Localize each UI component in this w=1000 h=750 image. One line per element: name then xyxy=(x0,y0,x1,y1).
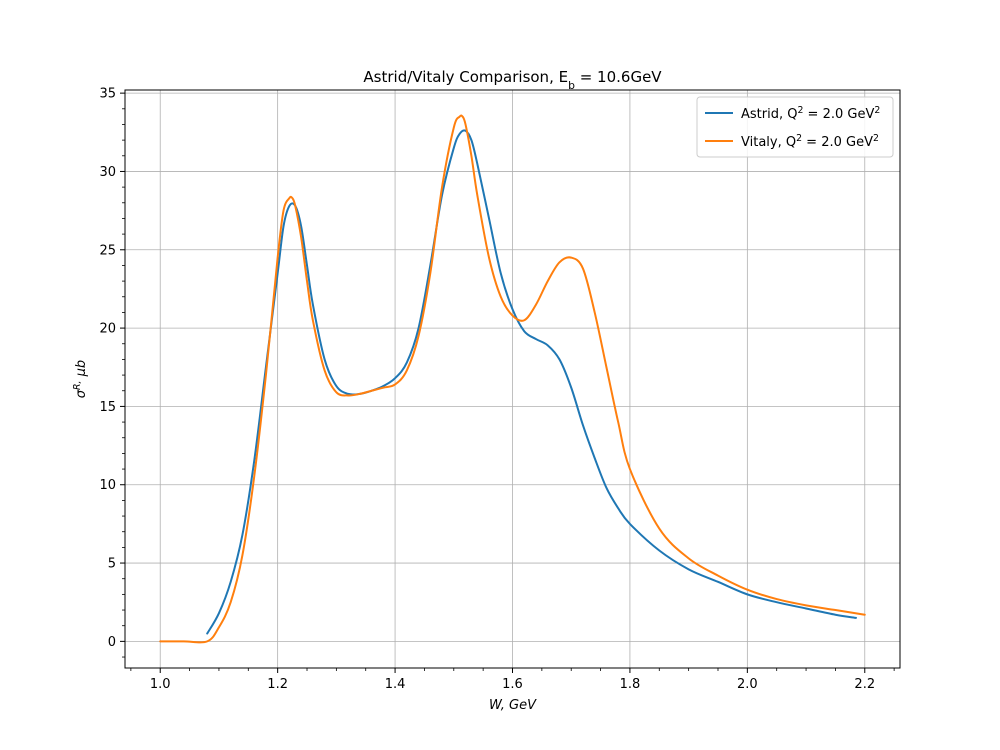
series-line-vitaly xyxy=(159,114,866,644)
legend-box xyxy=(696,96,894,158)
y-tick-label: 35 xyxy=(99,87,116,102)
axis-ticks: 1.0 1.2 1.4 1.6 1.8 2.0 2.2 0 5 10 15 20 25 30 35 xyxy=(99,87,895,692)
series-layer xyxy=(159,114,866,644)
x-tick-label: 1.4 xyxy=(385,677,406,692)
y-tick-label: 15 xyxy=(99,400,116,415)
x-tick-label: 1.6 xyxy=(502,677,523,692)
legend: Astrid, Q2 = 2.0 GeV2 Vitaly, Q2 = 2.0 Ge… xyxy=(696,96,894,158)
x-tick-label: 1.0 xyxy=(150,677,171,692)
y-tick-label: 0 xyxy=(108,635,116,650)
x-tick-label: 2.0 xyxy=(737,677,758,692)
x-tick-label: 1.8 xyxy=(620,677,641,692)
grid-lines xyxy=(125,90,900,668)
legend-label: Astrid, Q2 = 2.0 GeV2 xyxy=(741,105,880,123)
legend-label: Vitaly, Q2 = 2.0 GeV2 xyxy=(741,133,879,151)
x-tick-label: 2.2 xyxy=(854,677,875,692)
y-tick-label: 10 xyxy=(99,478,116,493)
y-tick-label: 25 xyxy=(99,243,116,258)
y-tick-label: 20 xyxy=(99,322,116,337)
series-line-astrid xyxy=(206,129,857,635)
y-tick-label: 5 xyxy=(108,557,116,572)
y-tick-label: 30 xyxy=(99,165,116,180)
y-axis-label: σR, μb xyxy=(72,360,90,398)
x-axis-label: W, GeV xyxy=(489,698,537,713)
x-tick-label: 1.2 xyxy=(267,677,288,692)
chart-title: Astrid/Vitaly Comparison, Eb = 10.6GeV xyxy=(363,68,662,92)
